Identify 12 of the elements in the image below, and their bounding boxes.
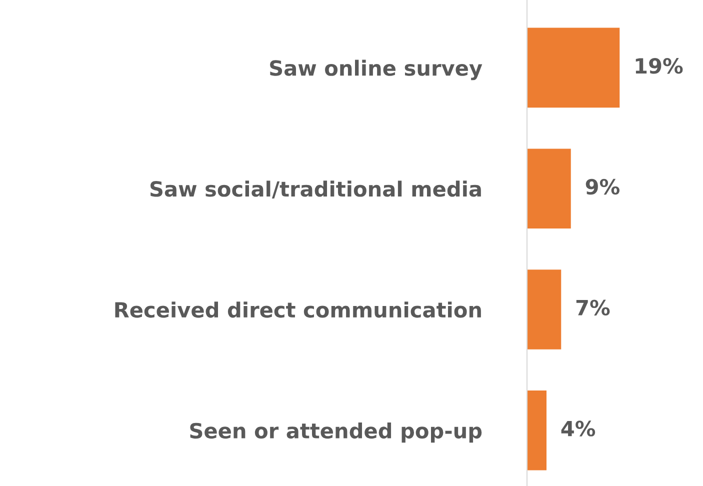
bar: [527, 390, 546, 470]
bar: [527, 28, 620, 108]
y-tick-label: Received direct communication: [115, 302, 481, 318]
bar: [527, 148, 571, 228]
data-label: 19%: [636, 58, 683, 74]
data-label: 9%: [586, 178, 620, 195]
y-tick-label: Seen or attended pop-up: [190, 422, 482, 443]
y-tick-label: Saw online survey: [270, 60, 482, 80]
bar: [527, 270, 562, 350]
y-tick-label: Saw social/traditional media: [150, 180, 481, 198]
data-label: 7%: [576, 300, 610, 316]
data-label: 4%: [561, 420, 596, 436]
